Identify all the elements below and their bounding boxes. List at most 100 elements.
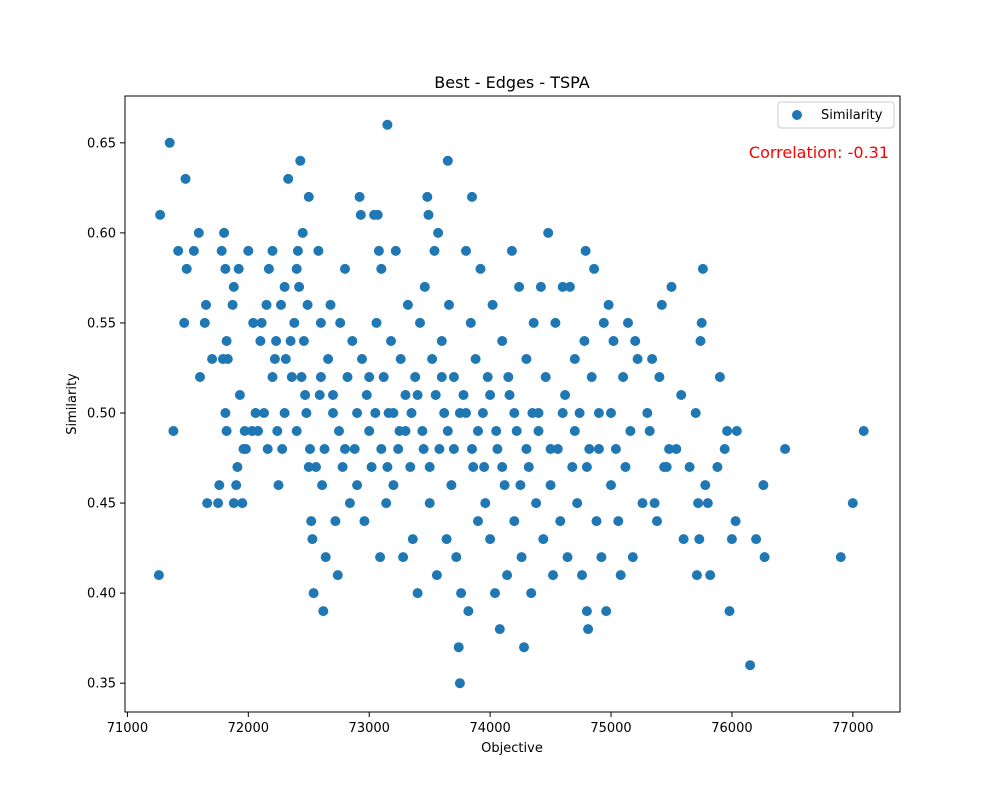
scatter-point bbox=[712, 462, 723, 472]
scatter-point bbox=[415, 317, 425, 328]
y-tick-label: 0.60 bbox=[87, 226, 116, 241]
scatter-point bbox=[758, 480, 769, 491]
scatter-point bbox=[313, 245, 324, 256]
scatter-point bbox=[405, 462, 416, 472]
scatter-point bbox=[201, 299, 211, 310]
scatter-point bbox=[642, 408, 653, 418]
scatter-point bbox=[676, 390, 687, 400]
scatter-point bbox=[193, 227, 204, 238]
scatter-point bbox=[649, 498, 660, 509]
scatter-point bbox=[337, 462, 348, 472]
scatter-point bbox=[516, 552, 527, 563]
scatter-point bbox=[463, 606, 474, 617]
scatter-point bbox=[461, 245, 471, 256]
scatter-point bbox=[693, 498, 704, 509]
scatter-point bbox=[291, 426, 302, 436]
scatter-point bbox=[620, 462, 631, 472]
scatter-point bbox=[430, 390, 441, 400]
scatter-point bbox=[591, 516, 602, 527]
scatter-point bbox=[214, 480, 225, 491]
scatter-point bbox=[259, 408, 269, 418]
scatter-point bbox=[219, 227, 230, 238]
scatter-point bbox=[574, 408, 585, 418]
scatter-point bbox=[550, 317, 561, 328]
scatter-point bbox=[347, 336, 358, 346]
scatter-point bbox=[261, 299, 272, 310]
scatter-point bbox=[342, 372, 353, 382]
scatter-point bbox=[395, 354, 406, 364]
scatter-point bbox=[352, 408, 363, 418]
scatter-point bbox=[475, 263, 486, 274]
legend-marker bbox=[792, 110, 802, 120]
scatter-point bbox=[458, 390, 469, 400]
scatter-point bbox=[456, 588, 467, 599]
scatter-point bbox=[280, 354, 291, 364]
scatter-point bbox=[311, 462, 321, 472]
scatter-point bbox=[705, 570, 716, 581]
scatter-point bbox=[335, 317, 346, 328]
scatter-point bbox=[722, 426, 733, 436]
scatter-point bbox=[168, 426, 179, 436]
scatter-point bbox=[540, 372, 551, 382]
scatter-point bbox=[751, 534, 762, 545]
scatter-point bbox=[745, 660, 756, 671]
scatter-point bbox=[390, 245, 401, 256]
scatter-point bbox=[545, 444, 556, 454]
scatter-point bbox=[301, 408, 312, 418]
scatter-point bbox=[220, 263, 231, 274]
scatter-point bbox=[441, 534, 452, 545]
scatter-point bbox=[402, 299, 413, 310]
scatter-point bbox=[382, 462, 393, 472]
scatter-point bbox=[315, 372, 326, 382]
scatter-point bbox=[615, 570, 626, 581]
y-tick-label: 0.45 bbox=[87, 497, 116, 512]
x-tick-label: 72000 bbox=[228, 721, 269, 736]
scatter-point bbox=[589, 263, 600, 274]
scatter-point bbox=[375, 552, 386, 563]
scatter-point bbox=[234, 390, 245, 400]
x-tick-label: 74000 bbox=[469, 721, 510, 736]
scatter-point bbox=[847, 498, 858, 509]
scatter-point bbox=[388, 480, 399, 491]
scatter-point bbox=[376, 444, 387, 454]
legend-label: Similarity bbox=[821, 108, 883, 123]
scatter-point bbox=[780, 444, 791, 454]
scatter-point bbox=[256, 317, 267, 328]
scatter-point bbox=[302, 299, 313, 310]
scatter-point bbox=[354, 191, 365, 202]
scatter-point bbox=[593, 444, 604, 454]
scatter-point bbox=[535, 281, 546, 292]
y-tick-label: 0.35 bbox=[87, 677, 116, 692]
scatter-point bbox=[637, 498, 648, 509]
correlation-annotation: Correlation: -0.31 bbox=[749, 143, 889, 162]
scatter-point bbox=[250, 408, 261, 418]
scatter-point bbox=[726, 534, 737, 545]
scatter-point bbox=[696, 317, 707, 328]
scatter-point bbox=[606, 480, 616, 491]
scatter-point bbox=[291, 263, 302, 274]
scatter-point bbox=[364, 372, 375, 382]
scatter-point bbox=[306, 516, 317, 527]
scatter-point bbox=[273, 480, 284, 491]
scatter-point bbox=[557, 408, 568, 418]
scatter-point bbox=[533, 426, 544, 436]
x-tick-label: 73000 bbox=[349, 721, 390, 736]
scatter-point bbox=[526, 588, 537, 599]
scatter-point bbox=[388, 408, 399, 418]
scatter-point bbox=[164, 137, 175, 148]
scatter-point bbox=[419, 281, 430, 292]
scatter-point bbox=[694, 534, 705, 545]
scatter-point bbox=[216, 245, 227, 256]
scatter-point bbox=[700, 480, 711, 491]
x-tick-label: 75000 bbox=[590, 721, 631, 736]
scatter-point bbox=[433, 227, 444, 238]
scatter-point bbox=[180, 173, 191, 184]
scatter-point bbox=[527, 408, 538, 418]
chart-title: Best - Edges - TSPA bbox=[434, 73, 589, 92]
scatter-point bbox=[412, 390, 423, 400]
scatter-point bbox=[580, 245, 591, 256]
scatter-point bbox=[285, 336, 296, 346]
scatter-point bbox=[317, 480, 328, 491]
scatter-point bbox=[279, 281, 290, 292]
scatter-point bbox=[318, 606, 329, 617]
